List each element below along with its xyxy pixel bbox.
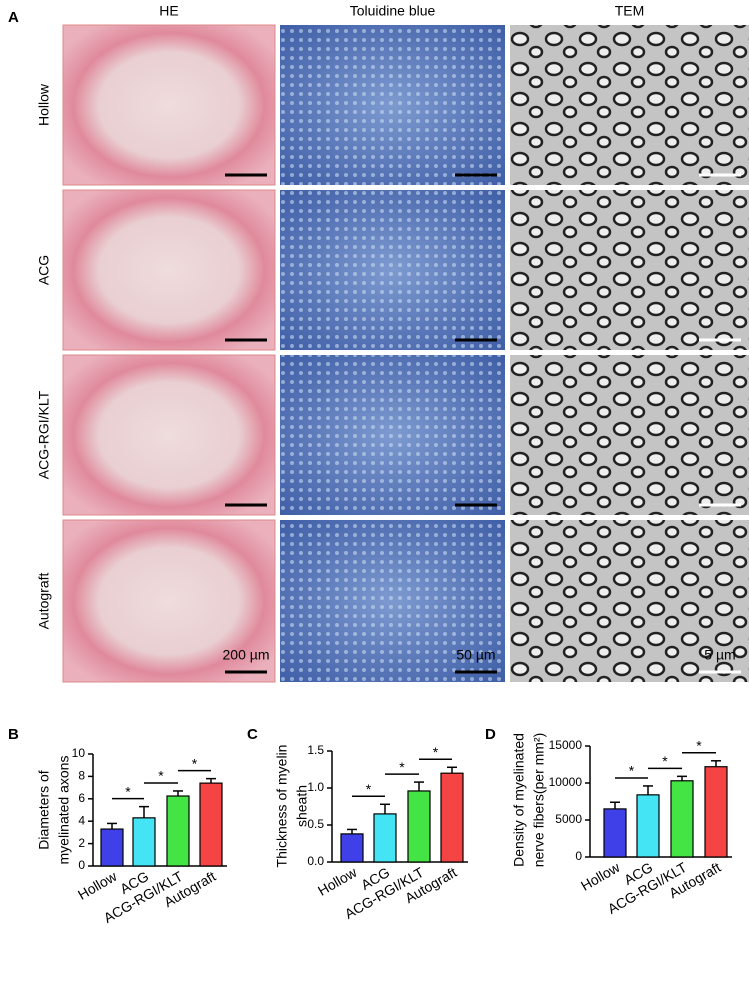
- column-header: TEM: [615, 3, 645, 19]
- y-tick-label: 1.0: [307, 780, 324, 794]
- tissue-bg: [62, 519, 276, 683]
- y-tick-label: 5000: [555, 812, 582, 826]
- micrograph: [63, 25, 275, 185]
- bar: [132, 817, 156, 867]
- y-axis-label: sheath: [294, 785, 310, 827]
- y-axis-label: Density of myelinated: [511, 733, 527, 867]
- row-label: ACG: [36, 255, 52, 285]
- panel-letter: D: [485, 726, 496, 743]
- y-tick-label: 6: [78, 791, 85, 805]
- scale-bar-label: 50 µm: [456, 647, 495, 663]
- bar: [603, 808, 627, 858]
- y-axis-label: Thickness of myelin: [274, 745, 290, 868]
- bar: [670, 780, 694, 858]
- micrograph: [510, 25, 749, 185]
- y-tick-label: 0.5: [307, 817, 324, 831]
- significance-star: *: [662, 753, 668, 769]
- y-axis-label: Diameters of: [36, 770, 52, 849]
- significance-star: *: [125, 783, 131, 799]
- significance-star: *: [433, 744, 439, 760]
- y-tick-label: 0: [78, 858, 85, 872]
- y-tick-label: 0.0: [307, 854, 324, 868]
- micrograph: [63, 355, 275, 515]
- bar: [199, 782, 223, 867]
- significance-star: *: [366, 781, 372, 797]
- significance-star: *: [629, 763, 635, 779]
- micrograph: [63, 520, 275, 682]
- x-tick-label: Hollow: [315, 864, 360, 899]
- x-tick-label: Hollow: [578, 859, 623, 894]
- y-axis-label: nerve fibers(per mm²): [531, 733, 547, 868]
- bar: [636, 794, 660, 858]
- bar: [407, 790, 431, 863]
- significance-star: *: [696, 738, 702, 754]
- significance-star: *: [192, 755, 198, 771]
- row-label: ACG-RGI/KLT: [36, 390, 52, 479]
- panel-letter: B: [8, 726, 19, 743]
- y-axis-label: myelinated axons: [56, 756, 72, 865]
- micrograph: [510, 355, 749, 515]
- y-tick-label: 10000: [549, 775, 583, 789]
- micrograph: [510, 520, 749, 682]
- scale-bar-label: 5 µm: [704, 647, 735, 663]
- bar: [704, 766, 728, 858]
- y-tick-label: 2: [78, 836, 85, 850]
- panel-letter: C: [247, 726, 258, 743]
- micrograph: [510, 190, 749, 350]
- scale-bar-label: 200 µm: [223, 647, 270, 663]
- micrograph: [63, 190, 275, 350]
- panel-letter: A: [8, 9, 19, 26]
- micrograph-texture: [280, 190, 505, 350]
- y-tick-label: 10: [72, 746, 86, 760]
- y-tick-label: 15000: [549, 738, 583, 752]
- bar: [166, 795, 190, 867]
- y-tick-label: 8: [78, 769, 85, 783]
- y-tick-label: 1.5: [307, 743, 324, 757]
- micrograph-texture: [280, 25, 505, 185]
- tissue-bg: [62, 354, 276, 516]
- bar: [340, 833, 364, 863]
- row-label: Hollow: [36, 83, 52, 126]
- bar: [100, 828, 124, 867]
- tissue-bg: [62, 189, 276, 351]
- significance-star: *: [399, 759, 405, 775]
- row-label: Autograft: [36, 572, 52, 629]
- y-tick-label: 4: [78, 813, 85, 827]
- column-header: HE: [159, 3, 178, 19]
- y-tick-label: 0: [575, 849, 582, 863]
- micrograph-texture: [280, 355, 505, 515]
- bar: [440, 772, 464, 863]
- tissue-bg: [62, 24, 276, 186]
- column-header: Toluidine blue: [350, 3, 436, 19]
- bar: [373, 813, 397, 863]
- micrograph-texture: [280, 520, 505, 682]
- significance-star: *: [158, 768, 164, 784]
- x-tick-label: Hollow: [75, 868, 120, 903]
